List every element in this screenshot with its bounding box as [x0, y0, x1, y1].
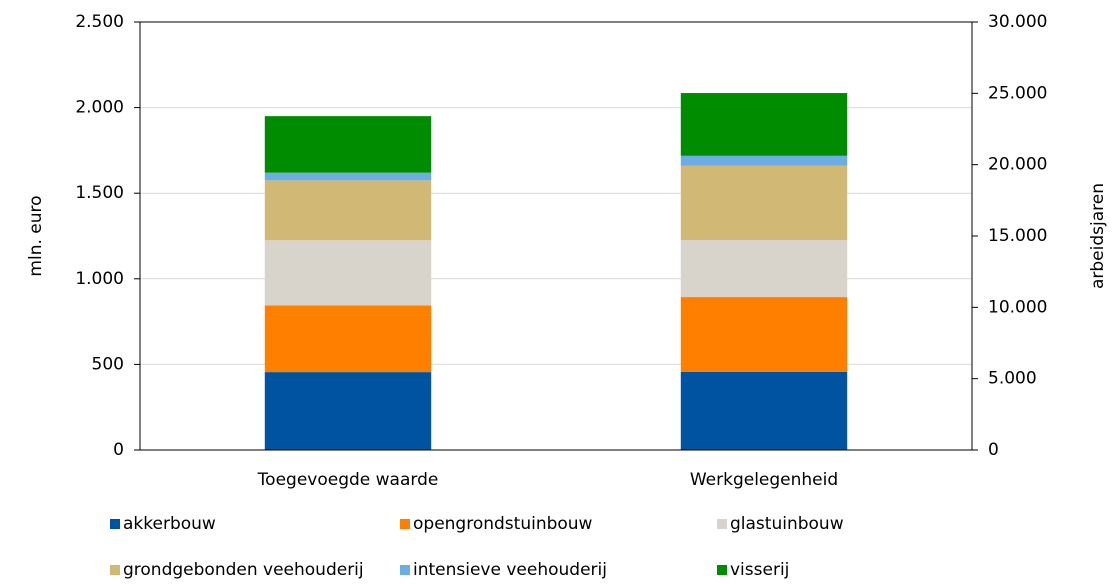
legend-label: grondgebonden veehouderij — [123, 560, 364, 580]
legend-swatch — [717, 565, 727, 575]
y2-tick-label: 10.000 — [988, 297, 1047, 317]
bar-segment — [680, 93, 848, 156]
bar-segment — [264, 240, 432, 306]
legend-swatch — [717, 519, 727, 529]
legend-swatch — [110, 519, 120, 529]
legend-label: opengrondstuinbouw — [413, 514, 593, 534]
y2-tick-label: 15.000 — [988, 226, 1047, 246]
bar-segment — [680, 371, 848, 450]
y2-tick-label: 0 — [988, 440, 999, 460]
y-axis-label: mln. euro — [26, 195, 46, 276]
plot-frame — [139, 21, 973, 451]
bar-segment — [264, 372, 432, 450]
bar-segment — [680, 297, 848, 372]
legend-label: intensieve veehouderij — [413, 560, 607, 580]
legend-label: visserij — [730, 560, 789, 580]
bar-segment — [264, 116, 432, 173]
y2-tick-label: 20.000 — [988, 155, 1047, 175]
legend-swatch — [110, 565, 120, 575]
legend-swatch — [400, 565, 410, 575]
y-tick-label: 1.500 — [75, 183, 124, 203]
y2-tick-label: 30.000 — [988, 12, 1047, 32]
bar-segment — [264, 305, 432, 373]
bar-segment — [680, 165, 848, 240]
legend-label: akkerbouw — [123, 514, 216, 534]
legend-label: glastuinbouw — [730, 514, 844, 534]
x-tick-label: Werkgelegenheid — [690, 470, 838, 490]
y-tick-label: 1.000 — [75, 269, 124, 289]
legend-swatch — [400, 519, 410, 529]
bar-segment — [680, 155, 848, 166]
bar-segment — [264, 172, 432, 181]
y-tick-label: 2.500 — [75, 12, 124, 32]
bar-segment — [680, 239, 848, 298]
y2-tick-label: 25.000 — [988, 83, 1047, 103]
y2-tick-label: 5.000 — [988, 369, 1037, 389]
y-tick-label: 500 — [92, 354, 124, 374]
y-tick-label: 0 — [113, 440, 124, 460]
x-tick-label: Toegevoegde waarde — [257, 470, 439, 490]
y-tick-label: 2.000 — [75, 98, 124, 118]
y2-axis-label: arbeidsjaren — [1088, 183, 1108, 289]
bar-segment — [264, 180, 432, 241]
